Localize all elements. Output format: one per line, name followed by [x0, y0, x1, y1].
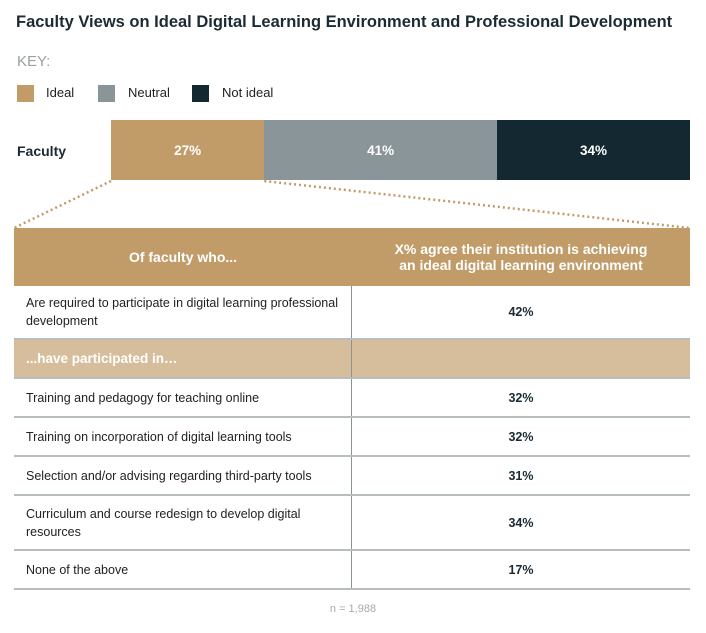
row-value: [352, 340, 690, 377]
legend-swatch: [98, 85, 115, 102]
bar-data-label: 27%: [174, 142, 202, 158]
table-row: Training and pedagogy for teaching onlin…: [14, 379, 690, 418]
legend-label: Ideal: [46, 85, 75, 100]
bar-category-label: Faculty: [17, 143, 67, 159]
detail-table: Of faculty who... X% agree their institu…: [14, 228, 690, 590]
row-value: 17%: [508, 562, 534, 577]
legend-swatch: [17, 85, 34, 102]
row-label: Curriculum and course redesign to develo…: [14, 496, 352, 549]
row-label: None of the above: [14, 551, 352, 588]
row-value: 32%: [508, 429, 534, 444]
bar-segment-ideal: 27%: [111, 120, 265, 180]
connector-left: [13, 179, 112, 230]
table-row: Are required to participate in digital l…: [14, 286, 690, 340]
connector-right: [264, 179, 691, 230]
legend-title: KEY:: [17, 53, 51, 70]
table-row: Curriculum and course redesign to develo…: [14, 496, 690, 551]
legend-label: Not ideal: [222, 85, 274, 100]
table-header: Of faculty who... X% agree their institu…: [14, 228, 690, 286]
sample-size-note: n = 1,988: [329, 603, 377, 615]
legend-label: Neutral: [128, 85, 170, 100]
table-row: Training on incorporation of digital lea…: [14, 418, 690, 457]
row-value: 34%: [508, 515, 534, 530]
bar-data-label: 34%: [579, 142, 607, 158]
stacked-bar: 27% 41% 34%: [111, 120, 690, 180]
row-label: Training and pedagogy for teaching onlin…: [14, 379, 352, 416]
row-label: Training on incorporation of digital lea…: [14, 418, 352, 455]
table-row: None of the above 17%: [14, 551, 690, 590]
header-cell: Of faculty who...: [128, 249, 238, 265]
table-subheader-row: ...have participated in…: [14, 340, 690, 379]
row-label: Selection and/or advising regarding thir…: [14, 457, 352, 494]
bar-segment-neutral: 41%: [264, 120, 497, 180]
bar-data-label: 41%: [367, 142, 395, 158]
legend-swatch: [192, 85, 209, 102]
header-cell: X% agree their institution is achieving …: [394, 241, 648, 273]
row-label: ...have participated in…: [14, 340, 352, 377]
table-row: Selection and/or advising regarding thir…: [14, 457, 690, 496]
row-value: 31%: [508, 468, 534, 483]
bar-segment-not-ideal: 34%: [496, 120, 690, 180]
chart-title: Faculty Views on Ideal Digital Learning …: [16, 13, 673, 31]
row-value: 32%: [508, 390, 534, 405]
row-label: Are required to participate in digital l…: [14, 286, 352, 338]
row-value: 42%: [508, 305, 534, 319]
